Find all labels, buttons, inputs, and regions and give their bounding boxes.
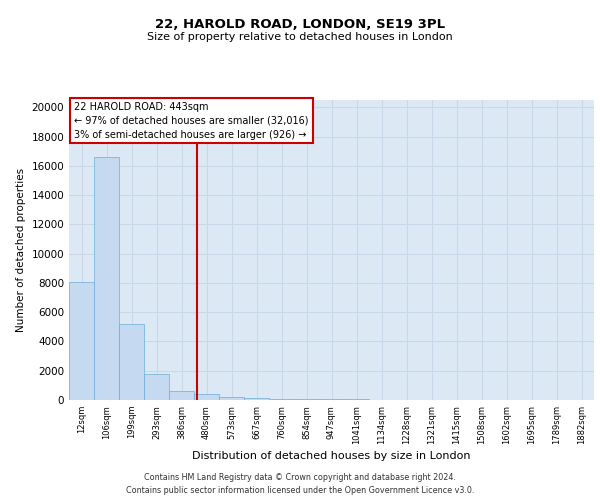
Y-axis label: Number of detached properties: Number of detached properties <box>16 168 26 332</box>
Text: Contains public sector information licensed under the Open Government Licence v3: Contains public sector information licen… <box>126 486 474 495</box>
Bar <box>269 398 294 400</box>
Bar <box>244 398 269 400</box>
Text: Size of property relative to detached houses in London: Size of property relative to detached ho… <box>147 32 453 42</box>
Bar <box>294 399 319 400</box>
Bar <box>194 394 219 400</box>
Text: Contains HM Land Registry data © Crown copyright and database right 2024.: Contains HM Land Registry data © Crown c… <box>144 472 456 482</box>
Bar <box>94 157 119 400</box>
X-axis label: Distribution of detached houses by size in London: Distribution of detached houses by size … <box>192 451 471 461</box>
Text: 22 HAROLD ROAD: 443sqm
← 97% of detached houses are smaller (32,016)
3% of semi-: 22 HAROLD ROAD: 443sqm ← 97% of detached… <box>74 102 309 140</box>
Bar <box>219 397 244 400</box>
Bar <box>69 282 94 400</box>
Bar <box>169 391 194 400</box>
Bar <box>144 374 169 400</box>
Text: 22, HAROLD ROAD, LONDON, SE19 3PL: 22, HAROLD ROAD, LONDON, SE19 3PL <box>155 18 445 30</box>
Bar <box>119 324 144 400</box>
